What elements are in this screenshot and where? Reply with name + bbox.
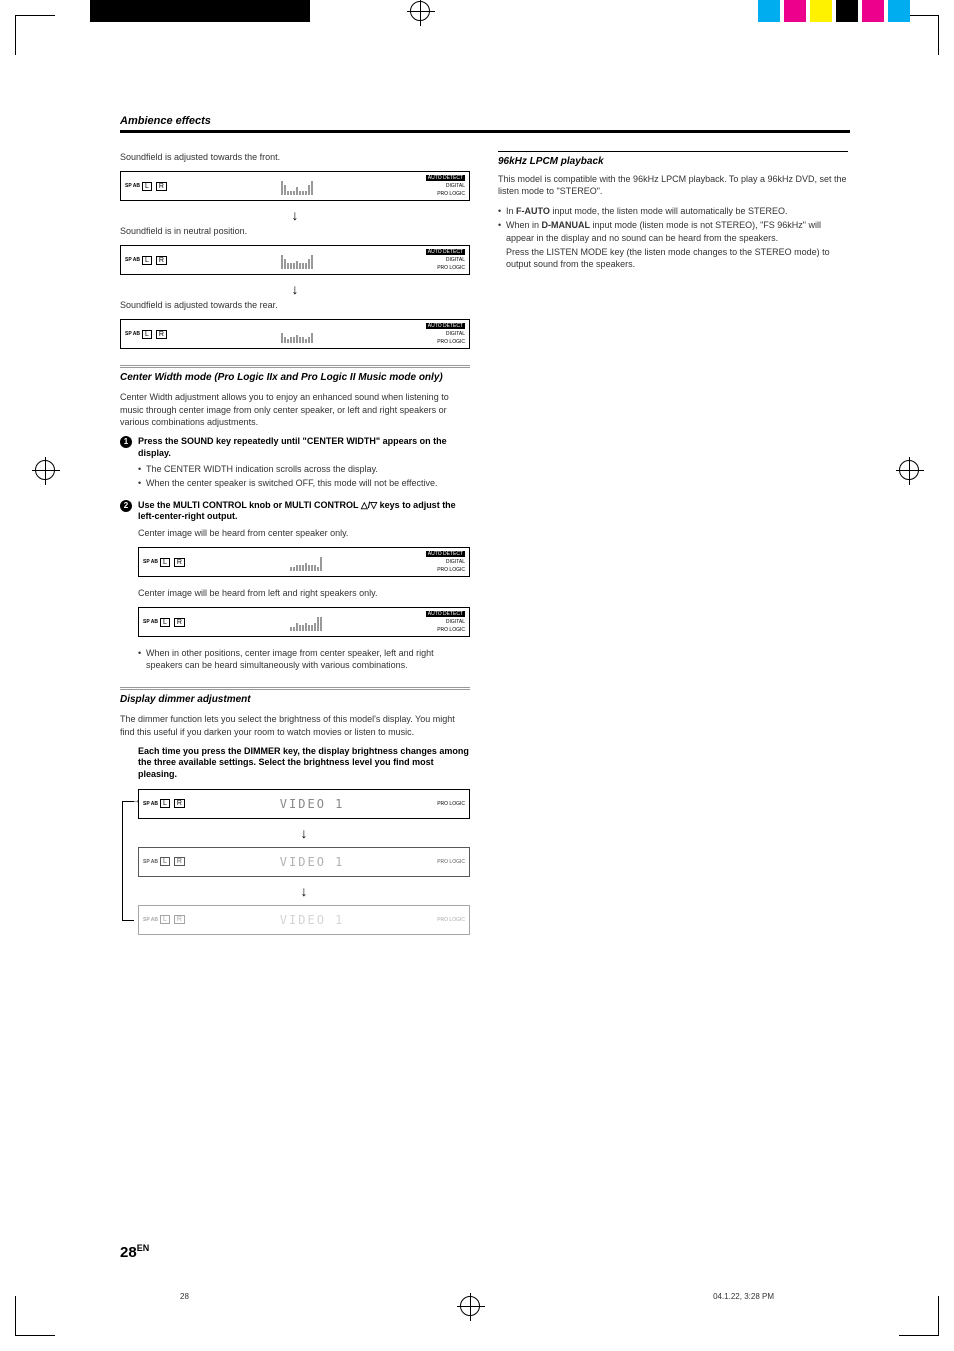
registration-mark xyxy=(35,460,55,480)
lcd-display: SP AB LR AUTO DETECTDIGITALPRO LOGIC xyxy=(120,171,470,201)
footer-timestamp: 04.1.22, 3:28 PM xyxy=(713,1292,774,1301)
footer-page: 28 xyxy=(180,1292,189,1301)
lcd-display: SP AB LR AUTO DETECTDIGITALPRO LOGIC xyxy=(138,607,470,637)
crop-bar-top xyxy=(0,0,954,22)
lcd-display: SP AB LR AUTO DETECTDIGITALPRO LOGIC xyxy=(120,245,470,275)
center-width-section: Center Width mode (Pro Logic IIx and Pro… xyxy=(120,365,470,671)
arrow-down-icon: ↓ xyxy=(120,281,470,297)
step-text: Use the MULTI CONTROL knob or MULTI CONT… xyxy=(138,500,470,523)
lcd-display: SP AB LR VIDEO 1 PRO LOGIC xyxy=(138,847,470,877)
crop-corner xyxy=(899,1296,939,1336)
step-number-icon: 1 xyxy=(120,436,132,448)
bullet: The CENTER WIDTH indication scrolls acro… xyxy=(138,463,470,475)
paragraph: The dimmer function lets you select the … xyxy=(120,713,470,737)
lcd-display: SP AB LR AUTO DETECTDIGITALPRO LOGIC xyxy=(120,319,470,349)
step-2: 2 Use the MULTI CONTROL knob or MULTI CO… xyxy=(120,500,470,523)
bullet: In F-AUTO input mode, the listen mode wi… xyxy=(498,205,848,217)
left-column: Soundfield is adjusted towards the front… xyxy=(120,151,470,941)
step-text: Press the SOUND key repeatedly until "CE… xyxy=(138,436,470,459)
lcd-display: SP AB LR AUTO DETECTDIGITALPRO LOGIC xyxy=(138,547,470,577)
footer: 28 04.1.22, 3:28 PM xyxy=(0,1292,954,1301)
step-number-icon: 2 xyxy=(120,500,132,512)
section-header: Ambience effects xyxy=(120,115,850,133)
bullet: When the center speaker is switched OFF,… xyxy=(138,477,470,489)
subsection-title: Display dimmer adjustment xyxy=(120,694,470,705)
caption: Soundfield is adjusted towards the rear. xyxy=(120,299,470,311)
bullet: When in other positions, center image fr… xyxy=(138,647,470,671)
content-area: Ambience effects Soundfield is adjusted … xyxy=(120,115,850,941)
step-1: 1 Press the SOUND key repeatedly until "… xyxy=(120,436,470,459)
caption: Soundfield is in neutral position. xyxy=(120,225,470,237)
caption: Center image will be heard from left and… xyxy=(138,587,470,599)
page: Ambience effects Soundfield is adjusted … xyxy=(0,0,954,1351)
lpcm-section: 96kHz LPCM playback This model is compat… xyxy=(498,151,848,270)
crop-corner xyxy=(15,1296,55,1336)
paragraph: Press the LISTEN MODE key (the listen mo… xyxy=(498,246,848,270)
subsection-title: Center Width mode (Pro Logic IIx and Pro… xyxy=(120,372,470,383)
right-column: 96kHz LPCM playback This model is compat… xyxy=(498,151,848,941)
registration-mark xyxy=(899,460,919,480)
page-number: 28EN xyxy=(120,1243,149,1261)
arrow-down-icon: ↓ xyxy=(138,825,470,841)
lcd-display: SP AB LR VIDEO 1 PRO LOGIC xyxy=(138,905,470,935)
caption: Center image will be heard from center s… xyxy=(138,527,470,539)
paragraph: This model is compatible with the 96kHz … xyxy=(498,173,848,197)
arrow-down-icon: ↓ xyxy=(138,883,470,899)
bullet: When in D-MANUAL input mode (listen mode… xyxy=(498,219,848,243)
subsection-title: 96kHz LPCM playback xyxy=(498,156,848,167)
caption: Soundfield is adjusted towards the front… xyxy=(120,151,470,163)
dimmer-section: Display dimmer adjustment The dimmer fun… xyxy=(120,687,470,934)
instruction: Each time you press the DIMMER key, the … xyxy=(138,746,470,781)
paragraph: Center Width adjustment allows you to en… xyxy=(120,391,470,427)
arrow-down-icon: ↓ xyxy=(120,207,470,223)
lcd-display: SP AB LR VIDEO 1 PRO LOGIC xyxy=(138,789,470,819)
dimmer-flow: SP AB LR VIDEO 1 PRO LOGIC ↓ SP AB LR VI… xyxy=(120,789,470,935)
